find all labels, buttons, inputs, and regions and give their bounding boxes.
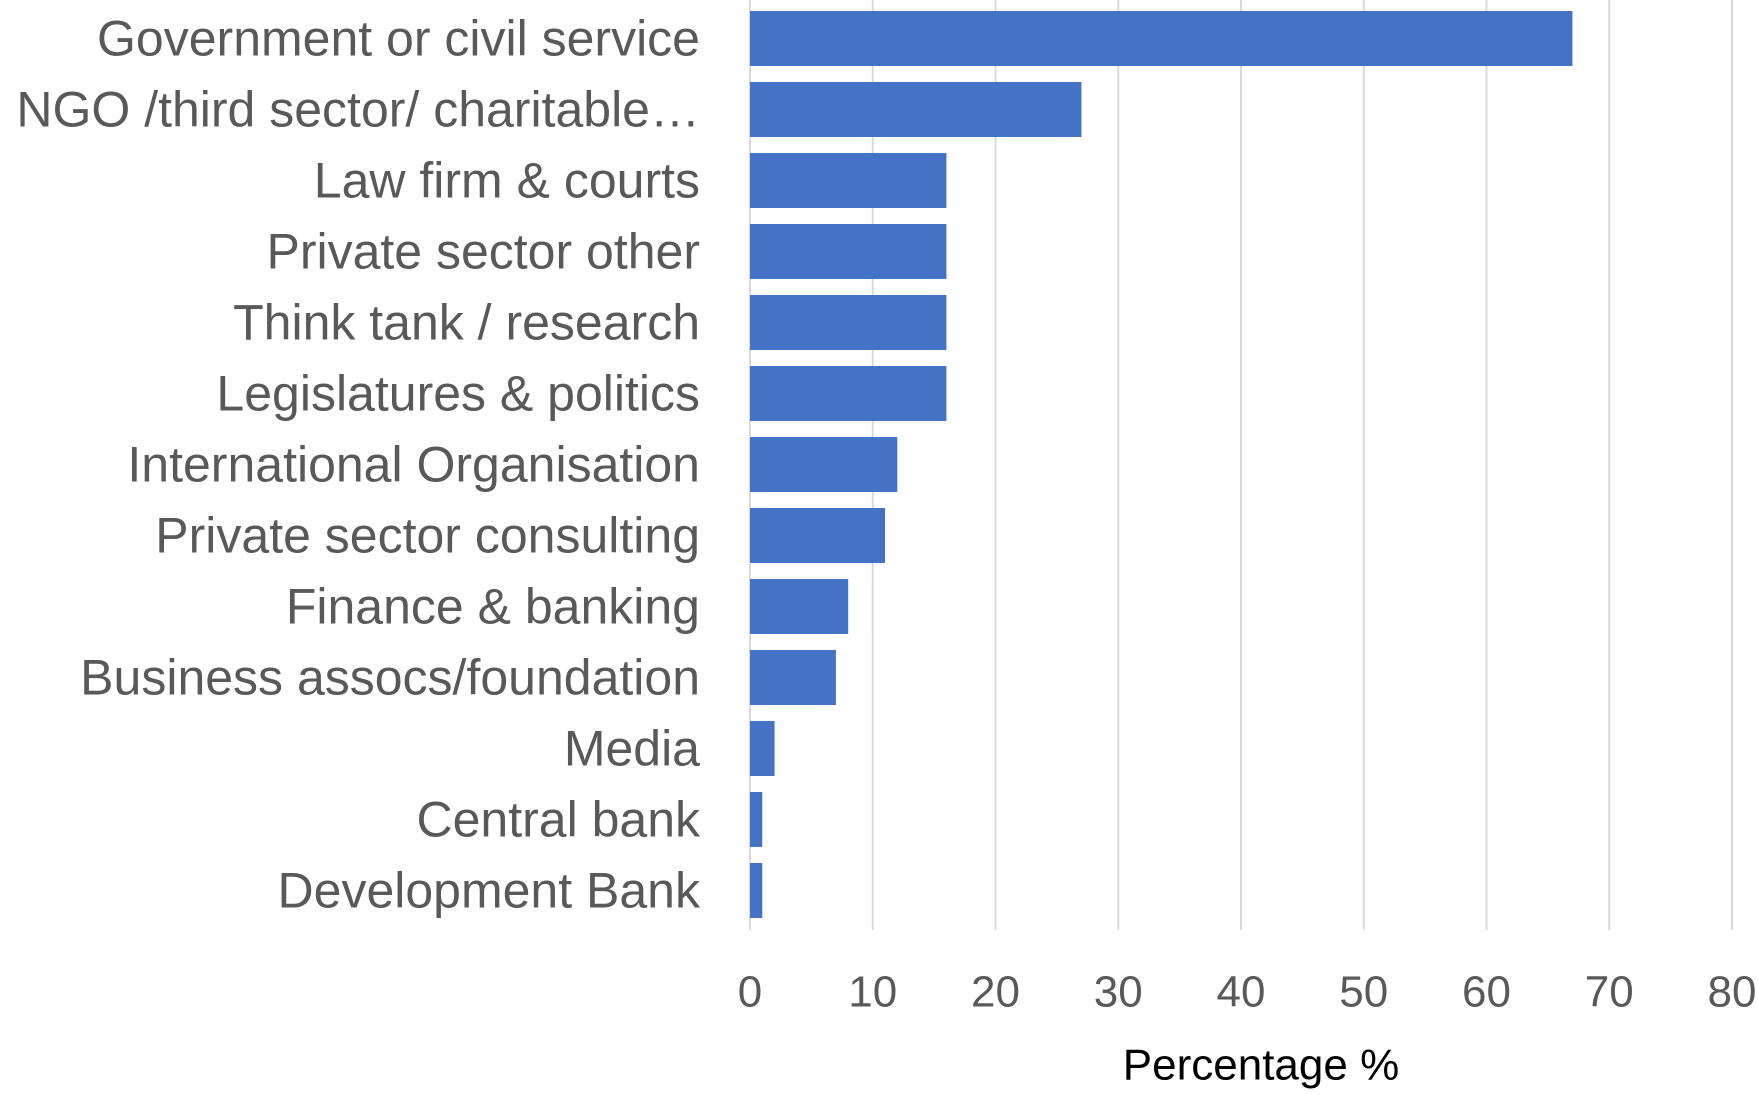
- category-label: Think tank / research: [233, 295, 700, 351]
- bar: [750, 437, 898, 492]
- bar: [750, 508, 886, 563]
- bar: [750, 366, 947, 421]
- x-tick-label: 60: [1462, 968, 1511, 1017]
- bar: [750, 721, 775, 776]
- x-axis-title: Percentage %: [1123, 1041, 1399, 1090]
- x-tick-label: 30: [1094, 968, 1143, 1017]
- category-label: NGO /third sector/ charitable…: [16, 82, 700, 138]
- category-label: Media: [564, 721, 700, 777]
- bar: [750, 295, 947, 350]
- x-tick-labels: 0 10 20 30 40 50 60 70 80: [738, 968, 1757, 1017]
- bar: [750, 224, 947, 279]
- x-tick-label: 80: [1708, 968, 1757, 1017]
- category-label: Law firm & courts: [314, 153, 700, 209]
- category-labels: Government or civil service NGO /third se…: [16, 11, 701, 919]
- x-tick-label: 10: [848, 968, 897, 1017]
- x-tick-label: 20: [971, 968, 1020, 1017]
- category-label: Private sector other: [266, 224, 700, 280]
- bar: [750, 792, 763, 847]
- category-label: Central bank: [417, 792, 701, 848]
- bars: [750, 11, 1573, 918]
- x-tick-label: 70: [1585, 968, 1634, 1017]
- bar: [750, 863, 763, 918]
- category-label: International Organisation: [127, 437, 700, 493]
- category-label: Legislatures & politics: [216, 366, 700, 422]
- category-label: Business assocs/foundation: [80, 650, 700, 706]
- x-tick-label: 40: [1217, 968, 1266, 1017]
- x-tick-label: 50: [1339, 968, 1388, 1017]
- bar: [750, 82, 1082, 137]
- bar: [750, 579, 849, 634]
- bar: [750, 650, 836, 705]
- category-label: Finance & banking: [286, 579, 700, 635]
- bar: [750, 11, 1573, 66]
- bar: [750, 153, 947, 208]
- category-label: Private sector consulting: [155, 508, 700, 564]
- category-label: Development Bank: [278, 863, 701, 919]
- x-tick-label: 0: [738, 968, 762, 1017]
- category-label: Government or civil service: [97, 11, 700, 67]
